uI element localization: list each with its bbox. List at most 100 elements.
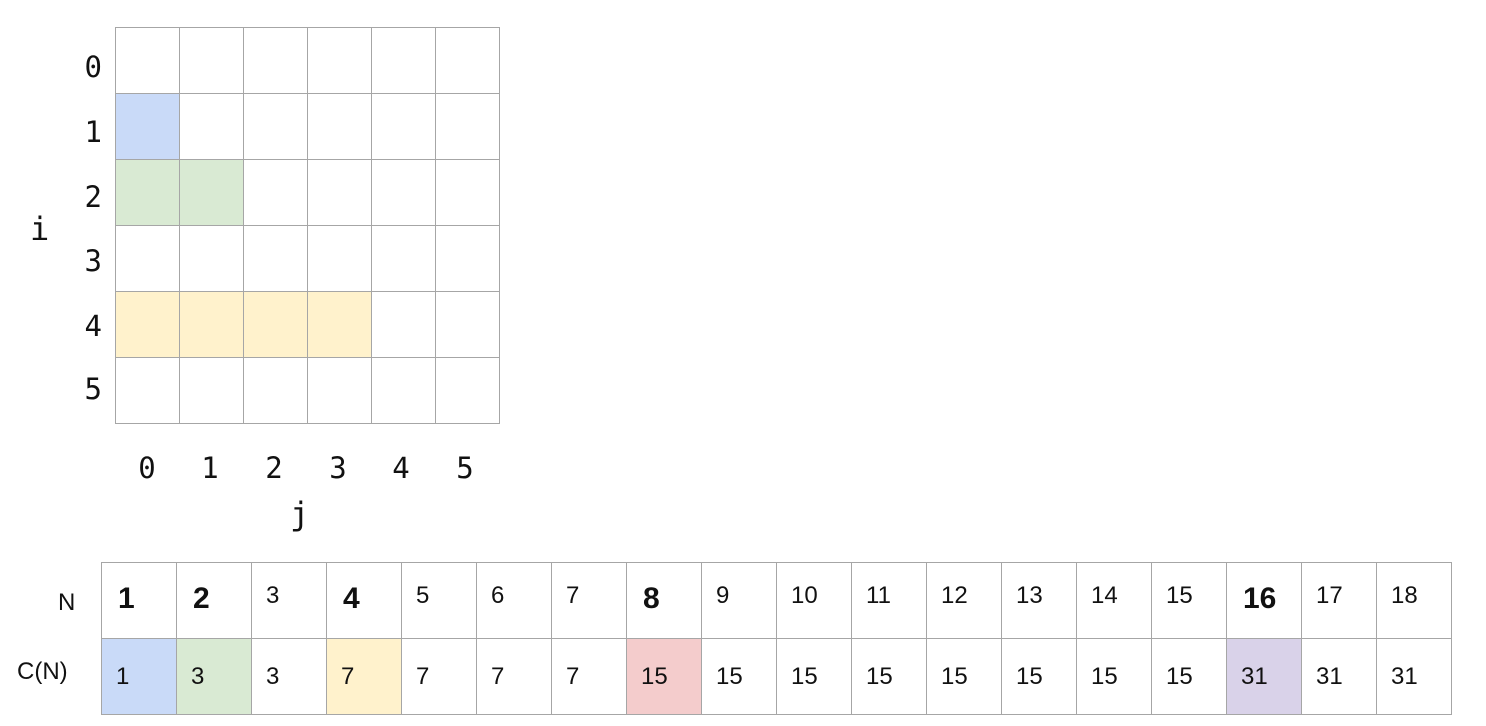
c-value: 7 xyxy=(416,662,430,690)
grid-wrap xyxy=(115,27,500,424)
grid-cell xyxy=(243,225,308,292)
row-label: 3 xyxy=(84,244,102,278)
c-value: 15 xyxy=(716,662,743,690)
c-cell: 3 xyxy=(176,638,252,715)
c-value: 15 xyxy=(866,662,893,690)
grid-cell xyxy=(371,159,436,226)
grid-cell xyxy=(243,291,308,358)
n-value: 8 xyxy=(643,581,660,615)
c-row: 1 3 3 7 7 7 7 15 15 15 15 15 15 15 15 31 31 31 xyxy=(101,638,1452,715)
n-row: 1 2 3 4 5 6 7 8 9 10 11 12 13 14 15 16 17 18 xyxy=(101,562,1452,639)
n-cell: 14 xyxy=(1076,562,1152,639)
c-cell: 15 xyxy=(1076,638,1152,715)
grid-cell xyxy=(115,357,180,424)
grid-cell xyxy=(435,291,500,358)
grid-row xyxy=(115,93,500,160)
c-cell: 31 xyxy=(1376,638,1452,715)
grid-cell xyxy=(435,27,500,94)
col-label: 5 xyxy=(456,451,474,485)
n-value: 16 xyxy=(1243,581,1277,615)
row-label: 4 xyxy=(84,309,102,343)
c-cell: 15 xyxy=(701,638,777,715)
n-value: 14 xyxy=(1091,581,1118,609)
grid-cell xyxy=(435,357,500,424)
n-value: 6 xyxy=(491,581,505,609)
n-value: 10 xyxy=(791,581,818,609)
c-value: 1 xyxy=(116,662,130,690)
row-label: 2 xyxy=(84,180,102,214)
grid-cell xyxy=(371,357,436,424)
grid-cell xyxy=(307,225,372,292)
n-value: 18 xyxy=(1391,581,1418,609)
c-cell: 15 xyxy=(1151,638,1227,715)
n-value: 12 xyxy=(941,581,968,609)
c-cell: 7 xyxy=(476,638,552,715)
row-label: 0 xyxy=(84,50,102,84)
i-axis-label: i xyxy=(30,210,50,248)
c-cell: 7 xyxy=(551,638,627,715)
grid-cell xyxy=(243,357,308,424)
grid-cell xyxy=(179,27,244,94)
c-value: 7 xyxy=(566,662,580,690)
c-cell: 1 xyxy=(101,638,177,715)
grid-cell xyxy=(307,159,372,226)
n-cell: 1 xyxy=(101,562,177,639)
c-value: 31 xyxy=(1391,662,1418,690)
grid-cell xyxy=(435,225,500,292)
n-cell: 13 xyxy=(1001,562,1077,639)
col-label: 3 xyxy=(329,451,347,485)
grid-cell xyxy=(243,93,308,160)
grid-cell xyxy=(435,159,500,226)
n-cell: 18 xyxy=(1376,562,1452,639)
grid-cell xyxy=(179,159,244,226)
c-cell: 15 xyxy=(1001,638,1077,715)
n-value: 2 xyxy=(193,581,210,615)
n-cell: 9 xyxy=(701,562,777,639)
grid-cell xyxy=(435,93,500,160)
c-cell: 31 xyxy=(1301,638,1377,715)
n-value: 15 xyxy=(1166,581,1193,609)
grid-cell xyxy=(115,225,180,292)
n-cell: 11 xyxy=(851,562,927,639)
grid-cell xyxy=(307,291,372,358)
n-value: 11 xyxy=(866,581,891,609)
n-cell: 8 xyxy=(626,562,702,639)
row-label: 5 xyxy=(84,372,102,406)
n-value: 4 xyxy=(343,581,360,615)
c-value: 15 xyxy=(1016,662,1043,690)
grid-cell xyxy=(307,93,372,160)
grid-cell xyxy=(179,291,244,358)
n-cell: 7 xyxy=(551,562,627,639)
col-label: 0 xyxy=(138,451,156,485)
c-value: 3 xyxy=(191,662,205,690)
grid-cell xyxy=(179,357,244,424)
n-value: 7 xyxy=(566,581,580,609)
c-value: 31 xyxy=(1241,662,1268,690)
grid-cell xyxy=(307,357,372,424)
c-cell: 7 xyxy=(401,638,477,715)
grid-row xyxy=(115,291,500,358)
grid-cell xyxy=(179,93,244,160)
row-label: 1 xyxy=(84,115,102,149)
c-cell: 15 xyxy=(776,638,852,715)
c-value: 31 xyxy=(1316,662,1343,690)
c-value: 3 xyxy=(266,662,280,690)
c-value: 15 xyxy=(1091,662,1118,690)
c-value: 15 xyxy=(641,662,668,690)
c-cell: 15 xyxy=(626,638,702,715)
grid-cell xyxy=(371,291,436,358)
n-cell: 6 xyxy=(476,562,552,639)
c-cell: 15 xyxy=(851,638,927,715)
grid-row xyxy=(115,27,500,94)
c-value: 7 xyxy=(341,662,355,690)
n-cell: 2 xyxy=(176,562,252,639)
n-cell: 12 xyxy=(926,562,1002,639)
c-value: 15 xyxy=(941,662,968,690)
c-cell: 15 xyxy=(926,638,1002,715)
n-cell: 10 xyxy=(776,562,852,639)
grid-cell xyxy=(115,27,180,94)
c-row-label: C(N) xyxy=(17,658,68,685)
grid-cell xyxy=(115,159,180,226)
col-label: 2 xyxy=(265,451,283,485)
col-label: 1 xyxy=(201,451,219,485)
